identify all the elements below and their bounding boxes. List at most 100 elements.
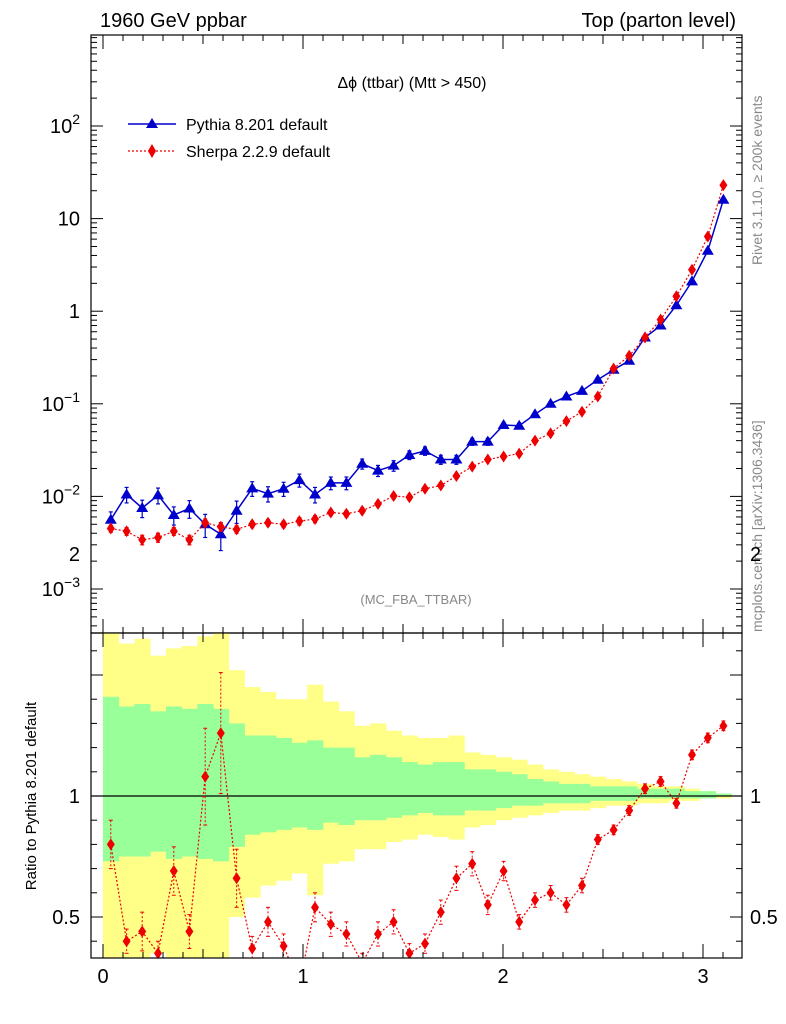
ratio-sherpa-point [248, 942, 257, 955]
sherpa-point [279, 518, 288, 531]
main-ytick-label: 10−3 [42, 574, 80, 601]
band-1sigma-bin [574, 783, 591, 804]
ratio-sherpa-point [326, 918, 335, 931]
ratio-sherpa-point [593, 833, 602, 846]
ratio-ytick-label: 0.5 [52, 907, 80, 929]
rivet-version-label: Rivet 3.1.10, ≥ 200k events [749, 95, 765, 265]
legend-pythia-label: Pythia 8.201 default [186, 117, 328, 134]
ratio-xtick-label: 1 [297, 966, 308, 988]
pythia-point [544, 397, 557, 408]
band-1sigma-bin [511, 774, 528, 806]
main-axes: 10−3 10−2 10−1 1 10 102 [42, 34, 743, 634]
ratio-sherpa-point [138, 925, 147, 938]
band-1sigma-bin [558, 783, 575, 804]
ratio-sherpa-point [656, 775, 665, 788]
ratio-ytick-label-right: 2 [750, 544, 761, 566]
pythia-point [356, 457, 369, 468]
pythia-point [152, 489, 164, 500]
ratio-xtick-label: 0 [97, 966, 108, 988]
sherpa-point [185, 533, 194, 546]
main-ytick-label: 10−2 [42, 481, 80, 508]
sherpa-point [374, 497, 382, 510]
legend-sherpa-label: Sherpa 2.2.9 default [186, 144, 331, 161]
sherpa-point [719, 179, 728, 192]
sherpa-point [578, 405, 586, 418]
ratio-ytick-label: 2 [69, 544, 80, 566]
ratio-uncertainty-bands [102, 633, 732, 958]
sherpa-point [311, 513, 319, 526]
band-1sigma-bin [432, 762, 450, 816]
sherpa-point [169, 525, 178, 538]
pythia-point [120, 488, 133, 499]
sherpa-point [593, 390, 602, 403]
pythia-point [104, 513, 117, 524]
band-1sigma-bin [448, 762, 465, 816]
ratio-ytick-label: 1 [69, 786, 80, 808]
ratio-sherpa-point [468, 857, 477, 870]
band-1sigma-bin [652, 788, 669, 799]
ratio-sherpa-point [279, 940, 288, 953]
sherpa-point [656, 313, 665, 326]
ratio-sherpa-point [122, 935, 131, 948]
pythia-point [372, 464, 384, 475]
band-1sigma-bin [605, 786, 622, 801]
sherpa-point [201, 516, 210, 529]
ratio-sherpa-point [342, 927, 351, 940]
pythia-line [110, 199, 725, 536]
ratio-sherpa-point [625, 804, 634, 817]
pythia-point [419, 444, 431, 455]
pythia-point [340, 476, 353, 487]
pythia-point [136, 501, 149, 512]
band-1sigma-bin [385, 757, 402, 818]
sherpa-point [264, 516, 272, 529]
ratio-ytick-label-right: 0.5 [750, 907, 778, 929]
ratio-sherpa-point [436, 906, 445, 919]
sherpa-point [499, 450, 508, 463]
band-1sigma-bin [464, 769, 481, 811]
ratio-sherpa-point [562, 898, 571, 911]
pythia-point [434, 453, 447, 464]
ratio-series-layer [91, 672, 742, 958]
sherpa-point [405, 491, 414, 504]
ratio-sherpa-point [232, 872, 241, 885]
sherpa-point [106, 522, 115, 535]
pythia-point [466, 435, 479, 446]
ratio-sherpa-point [311, 901, 319, 914]
ratio-sherpa-point [531, 894, 539, 907]
analysis-watermark: (MC_FBA_TTBAR) [360, 592, 471, 607]
pythia-point [277, 482, 290, 493]
band-1sigma-bin [668, 788, 685, 799]
sherpa-point [625, 349, 634, 362]
band-1sigma-bin [275, 737, 292, 830]
ratio-sherpa-point [154, 947, 162, 958]
ratio-sherpa-point [185, 925, 194, 938]
ratio-sherpa-point [719, 719, 728, 732]
band-1sigma-bin [228, 723, 245, 847]
legend: Pythia 8.201 default Sherpa 2.2.9 defaul… [128, 117, 331, 161]
pythia-point [167, 508, 180, 519]
sherpa-point [389, 489, 398, 502]
sherpa-point [483, 453, 492, 466]
ratio-axes: 0 1 2 3 0.5 0.5 1 1 2 2 [52, 544, 778, 988]
pythia-point [387, 459, 400, 470]
sherpa-point [216, 520, 225, 533]
ratio-sherpa-point [483, 898, 492, 911]
band-1sigma-bin [165, 706, 183, 859]
sherpa-point [295, 515, 304, 528]
pythia-point [497, 419, 510, 430]
sherpa-point [154, 531, 162, 544]
sherpa-point [562, 415, 571, 428]
ratio-sherpa-point [672, 797, 681, 810]
pythia-point [686, 275, 698, 286]
band-1sigma-bin [589, 786, 607, 801]
ratio-xtick-label: 3 [697, 966, 708, 988]
band-1sigma-bin [401, 762, 418, 816]
sherpa-point [641, 331, 649, 344]
band-1sigma-bin [715, 793, 732, 796]
sherpa-point [248, 518, 257, 531]
band-1sigma-bin [118, 706, 135, 857]
ratio-sherpa-line [110, 725, 724, 958]
ratio-axis-label: Ratio to Pythia 8.201 default [23, 701, 40, 890]
main-ytick-label: 10−1 [42, 389, 80, 416]
